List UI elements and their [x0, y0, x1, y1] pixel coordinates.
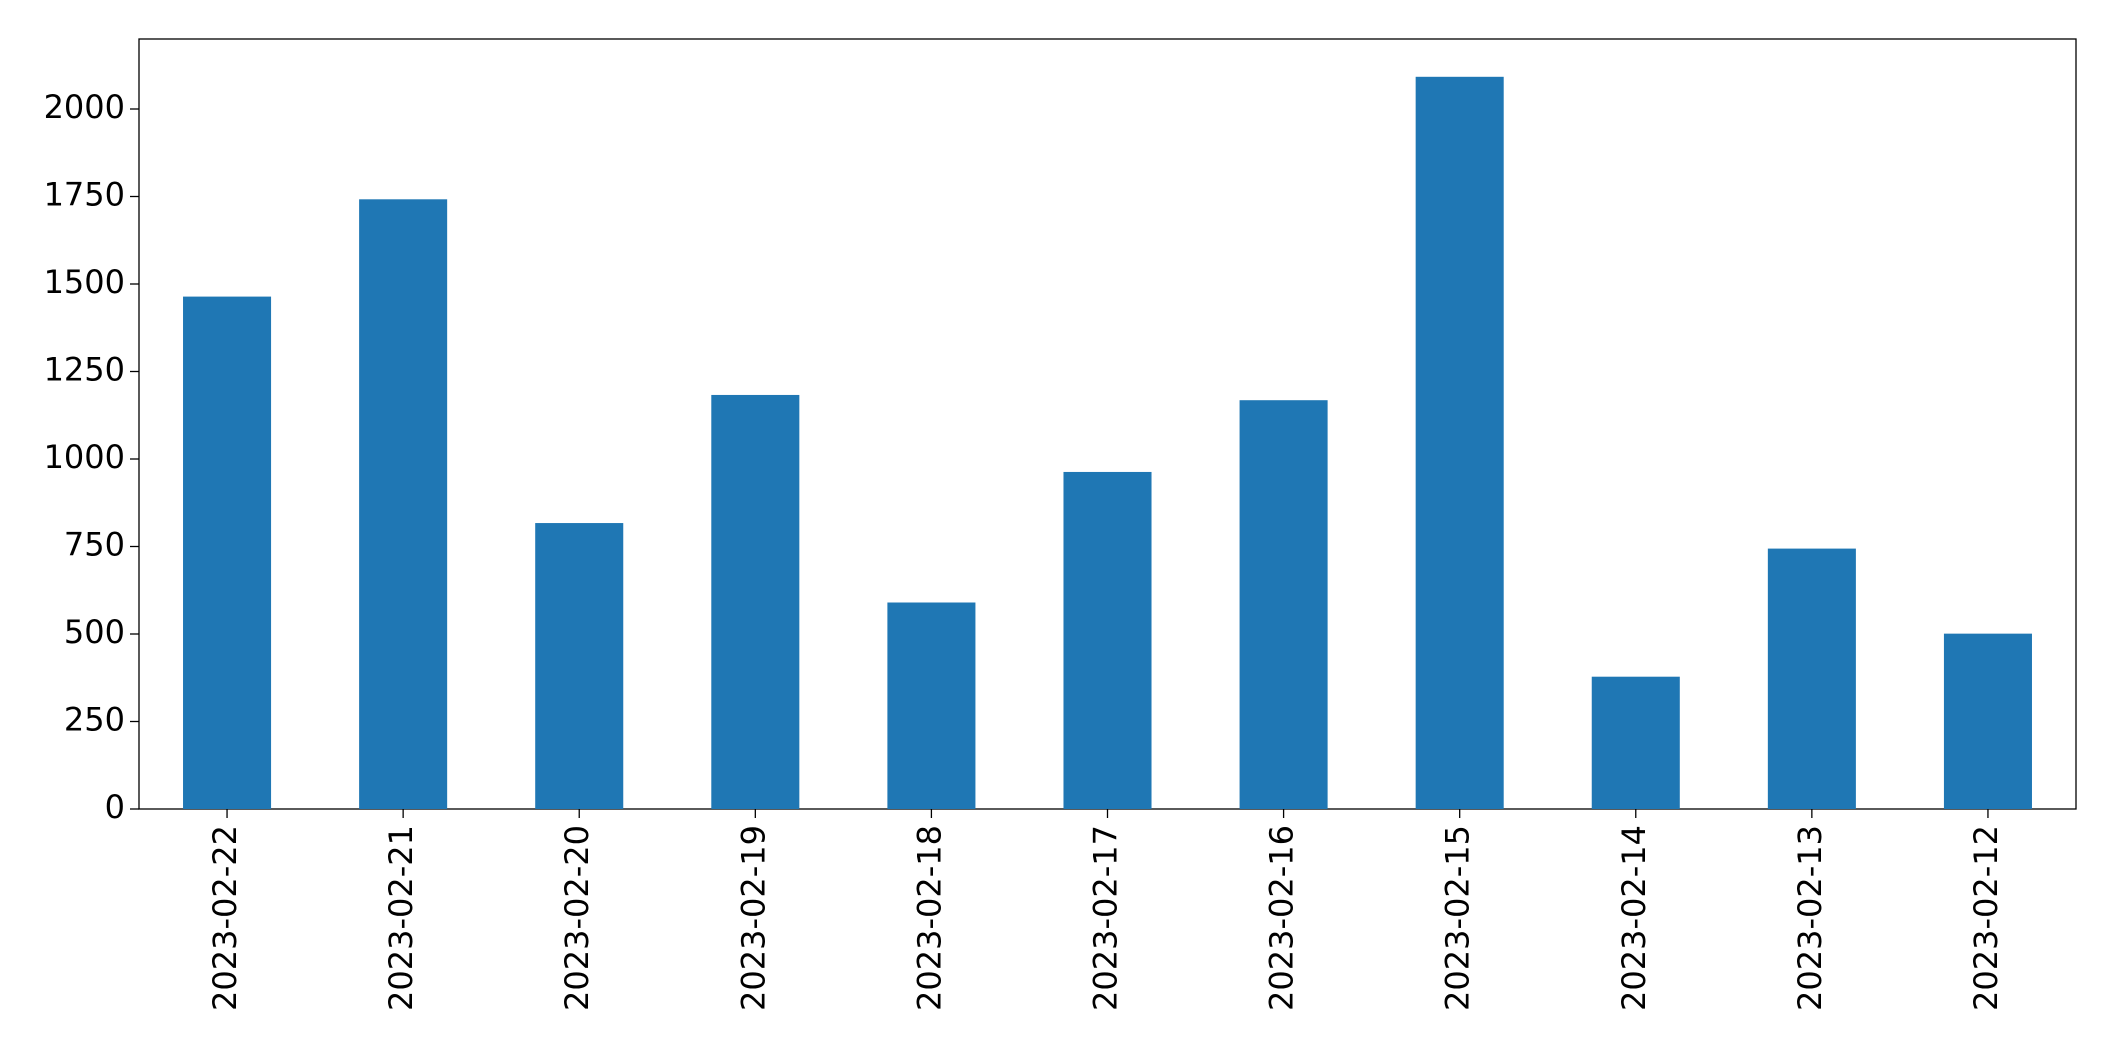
bar	[1767, 548, 1856, 809]
bar	[359, 199, 448, 810]
x-tick-label: 2023-02-20	[558, 825, 596, 1011]
x-tick-label: 2023-02-12	[1967, 825, 2005, 1011]
bar	[535, 523, 624, 809]
x-tick-label: 2023-02-15	[1439, 825, 1477, 1011]
bar	[1239, 400, 1328, 809]
y-tick-label: 1750	[44, 176, 125, 214]
bar	[183, 296, 272, 810]
x-tick-label: 2023-02-21	[382, 825, 420, 1011]
y-tick-label: 1500	[44, 263, 125, 301]
bar	[1415, 76, 1504, 810]
y-tick-label: 0	[105, 788, 125, 826]
y-tick-label: 1000	[44, 438, 125, 476]
y-tick-label: 1250	[44, 351, 125, 389]
y-tick-label: 2000	[44, 88, 125, 126]
x-tick-label: 2023-02-19	[734, 825, 772, 1011]
x-tick-label: 2023-02-22	[206, 825, 244, 1011]
bar	[711, 394, 800, 809]
x-tick-label: 2023-02-17	[1087, 825, 1125, 1011]
y-tick-label: 500	[64, 613, 125, 651]
x-tick-label: 2023-02-18	[910, 825, 948, 1011]
x-tick-label: 2023-02-14	[1615, 825, 1653, 1011]
x-tick-label: 2023-02-13	[1791, 825, 1829, 1011]
y-tick-label: 250	[64, 701, 125, 739]
bar	[1591, 676, 1680, 809]
bar	[1943, 633, 2032, 809]
bar	[1063, 471, 1152, 809]
x-tick-label: 2023-02-16	[1263, 825, 1301, 1011]
y-tick-label: 750	[64, 526, 125, 564]
bar	[887, 602, 976, 809]
